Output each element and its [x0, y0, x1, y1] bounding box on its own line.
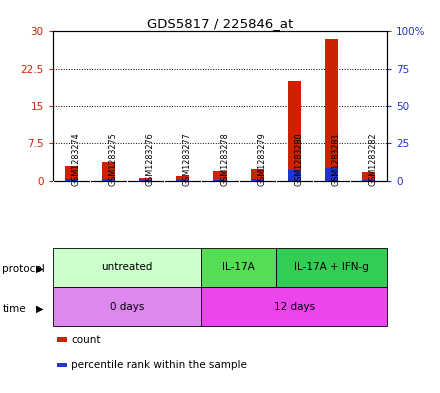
- Text: IL-17A + IFN-g: IL-17A + IFN-g: [294, 262, 369, 272]
- Bar: [325, 39, 338, 181]
- Text: GSM1283281: GSM1283281: [331, 132, 341, 186]
- Text: protocol: protocol: [2, 264, 45, 274]
- Bar: [362, 172, 375, 181]
- Bar: [202, 248, 276, 287]
- Text: 12 days: 12 days: [274, 301, 315, 312]
- Bar: [139, 178, 152, 181]
- Text: GSM1283279: GSM1283279: [257, 132, 266, 186]
- Bar: [251, 169, 264, 181]
- Text: percentile rank within the sample: percentile rank within the sample: [71, 360, 247, 370]
- Bar: [176, 180, 189, 181]
- Bar: [102, 162, 115, 181]
- Bar: [325, 168, 338, 181]
- Bar: [139, 180, 152, 181]
- Bar: [102, 179, 115, 181]
- Text: GSM1283282: GSM1283282: [369, 132, 378, 186]
- Text: ▶: ▶: [36, 303, 43, 314]
- Text: count: count: [71, 334, 101, 345]
- Bar: [251, 180, 264, 181]
- Bar: [362, 180, 375, 181]
- Text: GSM1283275: GSM1283275: [109, 132, 117, 186]
- Text: time: time: [2, 303, 26, 314]
- Text: GSM1283278: GSM1283278: [220, 132, 229, 186]
- Bar: [65, 179, 78, 181]
- Title: GDS5817 / 225846_at: GDS5817 / 225846_at: [147, 17, 293, 30]
- Bar: [288, 169, 301, 181]
- Text: GSM1283280: GSM1283280: [294, 132, 303, 186]
- Bar: [213, 171, 227, 181]
- Bar: [213, 180, 227, 181]
- Bar: [53, 248, 202, 287]
- Bar: [176, 176, 189, 181]
- Bar: [288, 81, 301, 181]
- Bar: [276, 248, 387, 287]
- Text: GSM1283277: GSM1283277: [183, 132, 192, 186]
- Text: 0 days: 0 days: [110, 301, 144, 312]
- Text: IL-17A: IL-17A: [222, 262, 255, 272]
- Bar: [202, 287, 387, 326]
- Text: GSM1283274: GSM1283274: [71, 132, 81, 186]
- Text: ▶: ▶: [36, 264, 43, 274]
- Text: untreated: untreated: [102, 262, 153, 272]
- Bar: [65, 166, 78, 181]
- Text: GSM1283276: GSM1283276: [146, 132, 155, 186]
- Bar: [53, 287, 202, 326]
